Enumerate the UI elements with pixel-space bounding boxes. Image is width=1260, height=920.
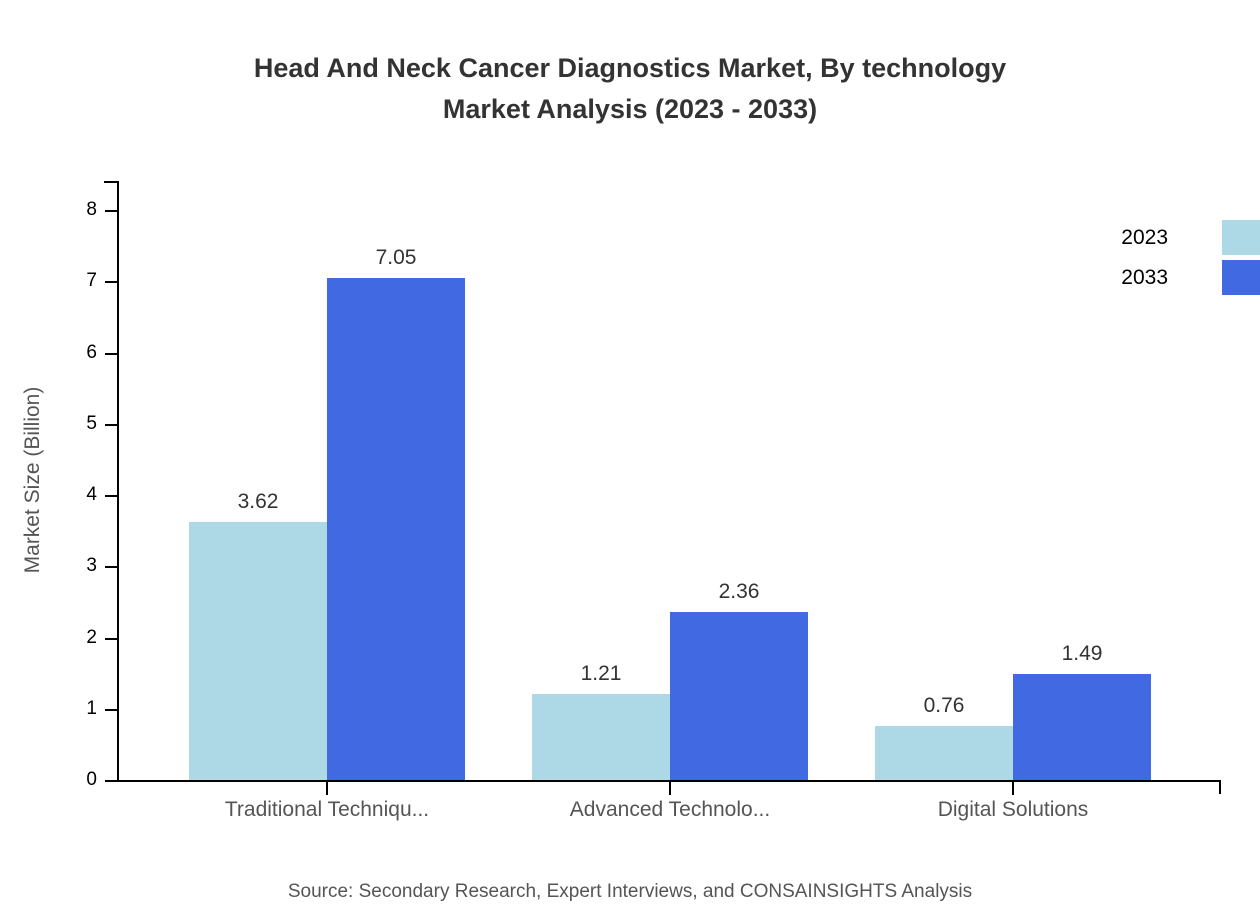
y-tick-mark bbox=[105, 352, 118, 355]
y-axis-title: Market Size (Billion) bbox=[21, 386, 44, 574]
legend-swatch bbox=[1222, 260, 1260, 295]
bar-value-label: 2.36 bbox=[718, 579, 760, 603]
y-tick-mark bbox=[105, 708, 118, 711]
y-tick-label: 6 bbox=[86, 341, 97, 363]
bar-value-label: 0.76 bbox=[923, 693, 965, 717]
bar-2023-2[interactable] bbox=[875, 725, 1013, 780]
y-tick-mark bbox=[105, 281, 118, 284]
legend-label: 2023 bbox=[1121, 226, 1168, 249]
chart-title: Head And Neck Cancer Diagnostics Market,… bbox=[0, 48, 1260, 130]
source-note: Source: Secondary Research, Expert Inter… bbox=[287, 881, 973, 902]
y-tick-mark bbox=[105, 780, 118, 782]
y-tick-mark bbox=[105, 210, 118, 212]
bar-2033-0[interactable] bbox=[327, 277, 465, 780]
x-tick-mark bbox=[1012, 782, 1014, 795]
x-axis-spine bbox=[117, 780, 1221, 782]
bar-value-label: 1.49 bbox=[1061, 641, 1103, 665]
y-tick-mark bbox=[105, 637, 118, 640]
y-tick-label: 0 bbox=[86, 769, 97, 790]
y-tick-mark bbox=[105, 566, 118, 569]
bar-2033-2[interactable] bbox=[1013, 673, 1151, 780]
x-tick-label: Advanced Technolo... bbox=[569, 798, 771, 821]
legend: 2023 2033 bbox=[1121, 220, 1260, 300]
x-tick-label: Digital Solutions bbox=[937, 798, 1089, 821]
y-tick-label: 8 bbox=[86, 199, 97, 220]
y-tick-mark bbox=[105, 423, 118, 426]
x-tick-mark bbox=[669, 782, 671, 795]
y-tick-label: 4 bbox=[86, 484, 97, 505]
y-axis-top-cap bbox=[104, 181, 118, 183]
bar-value-label: 1.21 bbox=[580, 661, 622, 685]
chart-title-line-2: Market Analysis (2023 - 2033) bbox=[442, 94, 818, 124]
y-tick-label: 2 bbox=[86, 626, 97, 648]
bar-2023-0[interactable] bbox=[189, 522, 327, 780]
y-axis-spine bbox=[117, 181, 119, 782]
bar-2023-1[interactable] bbox=[532, 693, 670, 780]
legend-swatch bbox=[1222, 220, 1260, 255]
y-tick-label: 7 bbox=[86, 270, 97, 292]
y-tick-label: 3 bbox=[86, 555, 97, 577]
x-axis-right-cap bbox=[1219, 780, 1221, 794]
x-tick-label: Traditional Techniqu... bbox=[224, 798, 430, 821]
bar-value-label: 3.62 bbox=[237, 490, 279, 514]
bar-value-label: 7.05 bbox=[375, 245, 417, 269]
chart-title-line-1: Head And Neck Cancer Diagnostics Market,… bbox=[253, 53, 1007, 83]
x-tick-mark bbox=[326, 782, 328, 795]
bar-2033-1[interactable] bbox=[670, 611, 808, 780]
y-tick-label: 1 bbox=[86, 697, 97, 719]
y-tick-mark bbox=[105, 495, 118, 497]
legend-item-2033[interactable]: 2033 bbox=[1121, 260, 1260, 295]
legend-label: 2033 bbox=[1121, 266, 1168, 289]
legend-item-2023[interactable]: 2023 bbox=[1121, 220, 1260, 255]
y-tick-label: 5 bbox=[86, 412, 97, 434]
